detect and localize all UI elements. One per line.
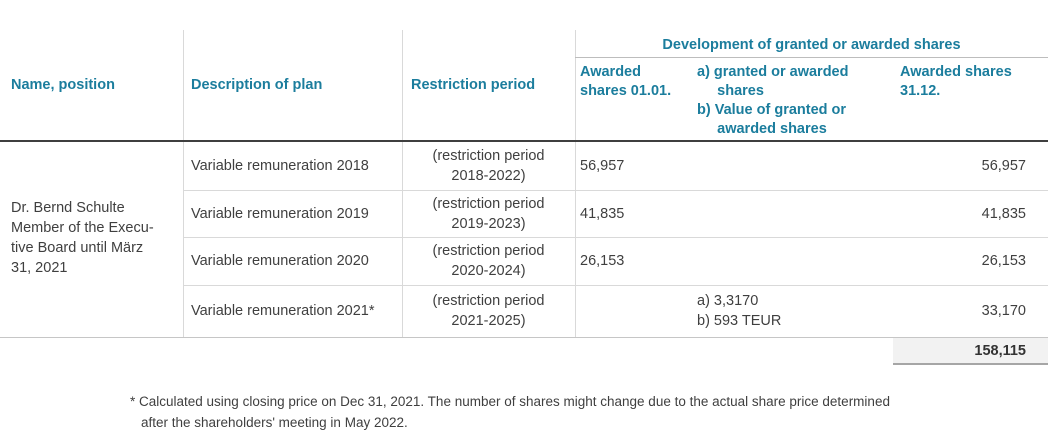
footnote: * Calculated using closing price on Dec … xyxy=(130,394,890,430)
plan-cell: Variable remuneration 2020 xyxy=(191,253,369,269)
restriction-period-cell: (restriction period 2020-2024) xyxy=(432,243,545,279)
plan-cell: Variable remuneration 2021* xyxy=(191,303,375,319)
name-position-cell: Dr. Bernd Schulte Member of the Execu- t… xyxy=(11,200,154,276)
awarded-shares-0101-cell: 56,957 xyxy=(580,157,625,174)
awarded-shares-0101-cell: 26,153 xyxy=(580,253,625,269)
column-divider xyxy=(183,30,184,337)
column-divider xyxy=(575,30,576,337)
column-header-awarded-shares-0101: Awarded shares 01.01. xyxy=(580,64,672,99)
row-divider xyxy=(184,237,1048,238)
row-divider xyxy=(184,285,1048,286)
column-header-description-of-plan: Description of plan xyxy=(191,77,323,93)
plan-cell: Variable remuneration 2018 xyxy=(191,157,369,174)
granted-or-awarded-cell: a) 3,3170 b) 593 TEUR xyxy=(697,293,782,329)
group-header-development: Development of granted or awarded shares xyxy=(662,37,961,53)
total-row-top-rule xyxy=(0,337,1048,338)
total-awarded-shares: 158,115 xyxy=(974,342,1026,359)
column-header-granted-or-awarded: a) granted or awarded shares b) Value of… xyxy=(697,64,849,137)
column-divider xyxy=(402,30,403,337)
group-header-underline xyxy=(575,57,1048,58)
restriction-period-cell: (restriction period 2021-2025) xyxy=(432,293,545,329)
awarded-shares-3112-cell: 56,957 xyxy=(981,157,1026,174)
plan-cell: Variable remuneration 2019 xyxy=(191,205,369,222)
awarded-shares-3112-cell: 26,153 xyxy=(981,253,1026,269)
column-header-awarded-shares-3112: Awarded shares 31.12. xyxy=(900,64,1012,99)
column-header-restriction-period: Restriction period xyxy=(411,77,536,93)
restriction-period-cell: (restriction period 2019-2023) xyxy=(432,195,545,232)
column-header-name-position: Name, position xyxy=(11,77,115,93)
restriction-period-cell: (restriction period 2018-2022) xyxy=(432,147,545,184)
awarded-shares-3112-cell: 33,170 xyxy=(981,303,1026,319)
awarded-shares-0101-cell: 41,835 xyxy=(580,205,625,222)
header-bottom-rule xyxy=(0,140,1048,142)
awarded-shares-3112-cell: 41,835 xyxy=(981,205,1026,222)
total-cell-background xyxy=(893,338,1048,365)
row-divider xyxy=(184,190,1048,191)
